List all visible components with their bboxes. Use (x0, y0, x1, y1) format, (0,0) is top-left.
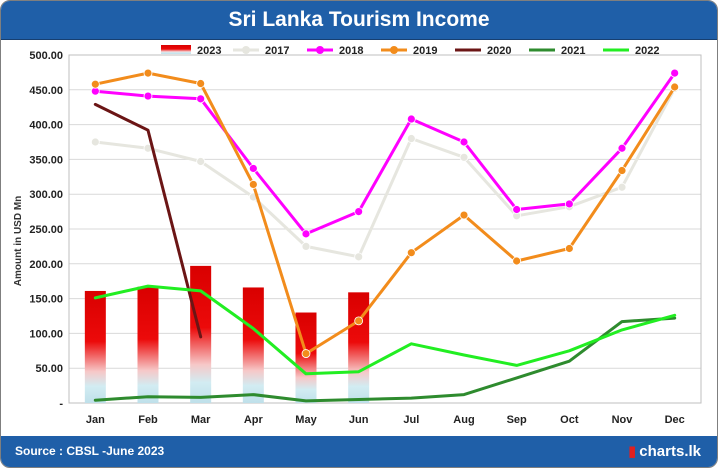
point-2018 (459, 137, 469, 147)
bar-series-2023 (84, 265, 370, 403)
x-tick-label: Mar (191, 414, 211, 426)
line-2021 (93, 316, 677, 403)
legend-label: 2018 (339, 45, 363, 57)
point-2018 (512, 205, 522, 214)
y-axis: - 50.00 100.00 150.00 200.00 250.00 300.00 350.… (29, 50, 63, 410)
legend: 2023 2017 2018 2019 2020 2021 2022 (161, 45, 659, 57)
legend-label: 2019 (413, 45, 437, 57)
line-series-2019 (90, 68, 680, 358)
line-series-2020 (93, 102, 203, 339)
x-tick-label: Feb (138, 414, 158, 426)
legend-label: 2021 (561, 45, 585, 57)
point-2018 (301, 229, 311, 239)
point-2018 (196, 94, 206, 104)
x-tick-label: May (295, 414, 317, 426)
point-2019 (301, 349, 311, 358)
legend-marker-2017 (242, 46, 250, 54)
y-tick-label: 50.00 (35, 363, 63, 375)
x-tick-label: Apr (244, 414, 264, 426)
x-axis: Jan Feb Mar Apr May Jun Jul Aug Sep Oct Nov Dec (86, 414, 685, 426)
x-tick-label: Dec (665, 414, 685, 426)
grid (68, 54, 702, 404)
x-tick-label: Aug (453, 414, 474, 426)
y-tick-label: 100.00 (29, 328, 63, 340)
point-2017 (354, 252, 364, 262)
title-bar: Sri Lanka Tourism Income (1, 1, 717, 40)
point-2019 (564, 244, 574, 253)
y-tick-label: 350.00 (29, 154, 63, 166)
y-axis-label: Amount in USD Mn (13, 196, 24, 287)
point-2018 (143, 91, 153, 101)
x-tick-label: Jul (403, 414, 419, 426)
chart-bars-icon: ▮ (628, 443, 637, 460)
point-2017 (459, 152, 469, 162)
chart-title: Sri Lanka Tourism Income (228, 8, 490, 31)
chart-canvas: - 50.00 100.00 150.00 200.00 250.00 300.00 350.… (13, 45, 702, 426)
line-2019 (93, 71, 677, 356)
bar-2023 (242, 287, 264, 403)
y-tick-label: 250.00 (29, 224, 63, 236)
y-tick-label: 500.00 (29, 50, 63, 62)
bar-2023 (348, 292, 370, 403)
point-2019 (248, 180, 258, 189)
line-series-2017 (90, 84, 680, 262)
brand-logo: ▮ charts.lk (628, 436, 701, 467)
point-2017 (196, 157, 206, 166)
point-2017 (406, 134, 416, 143)
x-tick-label: Jun (349, 414, 369, 426)
x-tick-label: Jan (86, 414, 105, 426)
legend-label: 2020 (487, 45, 511, 57)
legend-label: 2023 (197, 45, 221, 57)
bar-2023 (84, 290, 106, 403)
y-tick-label: 150.00 (29, 294, 63, 306)
point-2019 (406, 248, 416, 258)
plot-area (68, 54, 702, 404)
legend-label: 2022 (635, 45, 659, 57)
line-series (90, 68, 680, 403)
line-2020 (93, 102, 203, 339)
x-tick-label: Sep (507, 414, 527, 426)
footer-bar: Source : CBSL -June 2023 ▮ charts.lk (1, 436, 717, 467)
point-2019 (670, 82, 680, 92)
point-2018 (248, 164, 258, 173)
line-series-2018 (90, 68, 680, 239)
point-2018 (406, 114, 416, 124)
y-tick-label: 450.00 (29, 85, 63, 97)
point-2017 (301, 241, 311, 251)
line-2022 (93, 284, 677, 376)
point-2018 (617, 143, 627, 153)
x-tick-label: Oct (560, 414, 579, 426)
line-series-2021 (93, 316, 677, 403)
line-2017 (93, 86, 677, 259)
source-note: Source : CBSL -June 2023 (15, 444, 165, 458)
point-2017 (90, 137, 100, 147)
y-tick-label: 200.00 (29, 259, 63, 271)
point-2018 (354, 207, 364, 217)
line-series-2022 (93, 284, 677, 376)
brand-name: charts.lk (639, 443, 701, 460)
line-2018 (93, 71, 677, 236)
point-2019 (617, 166, 627, 175)
y-tick-label: 300.00 (29, 189, 63, 201)
point-2018 (670, 68, 680, 78)
x-tick-label: Nov (612, 414, 634, 426)
point-2017 (617, 182, 627, 192)
point-2019 (90, 79, 100, 89)
point-2019 (196, 79, 206, 88)
legend-marker-2018 (316, 46, 324, 54)
point-2018 (564, 199, 574, 209)
point-2019 (354, 316, 364, 326)
point-2019 (143, 68, 153, 78)
y-tick-label: 400.00 (29, 120, 63, 132)
bar-2023 (137, 286, 159, 403)
legend-label: 2017 (265, 45, 289, 57)
legend-swatch-2023 (161, 45, 191, 54)
point-2019 (512, 256, 522, 266)
legend-marker-2019 (390, 46, 398, 54)
y-tick-label: - (59, 398, 63, 410)
point-2019 (459, 210, 469, 220)
